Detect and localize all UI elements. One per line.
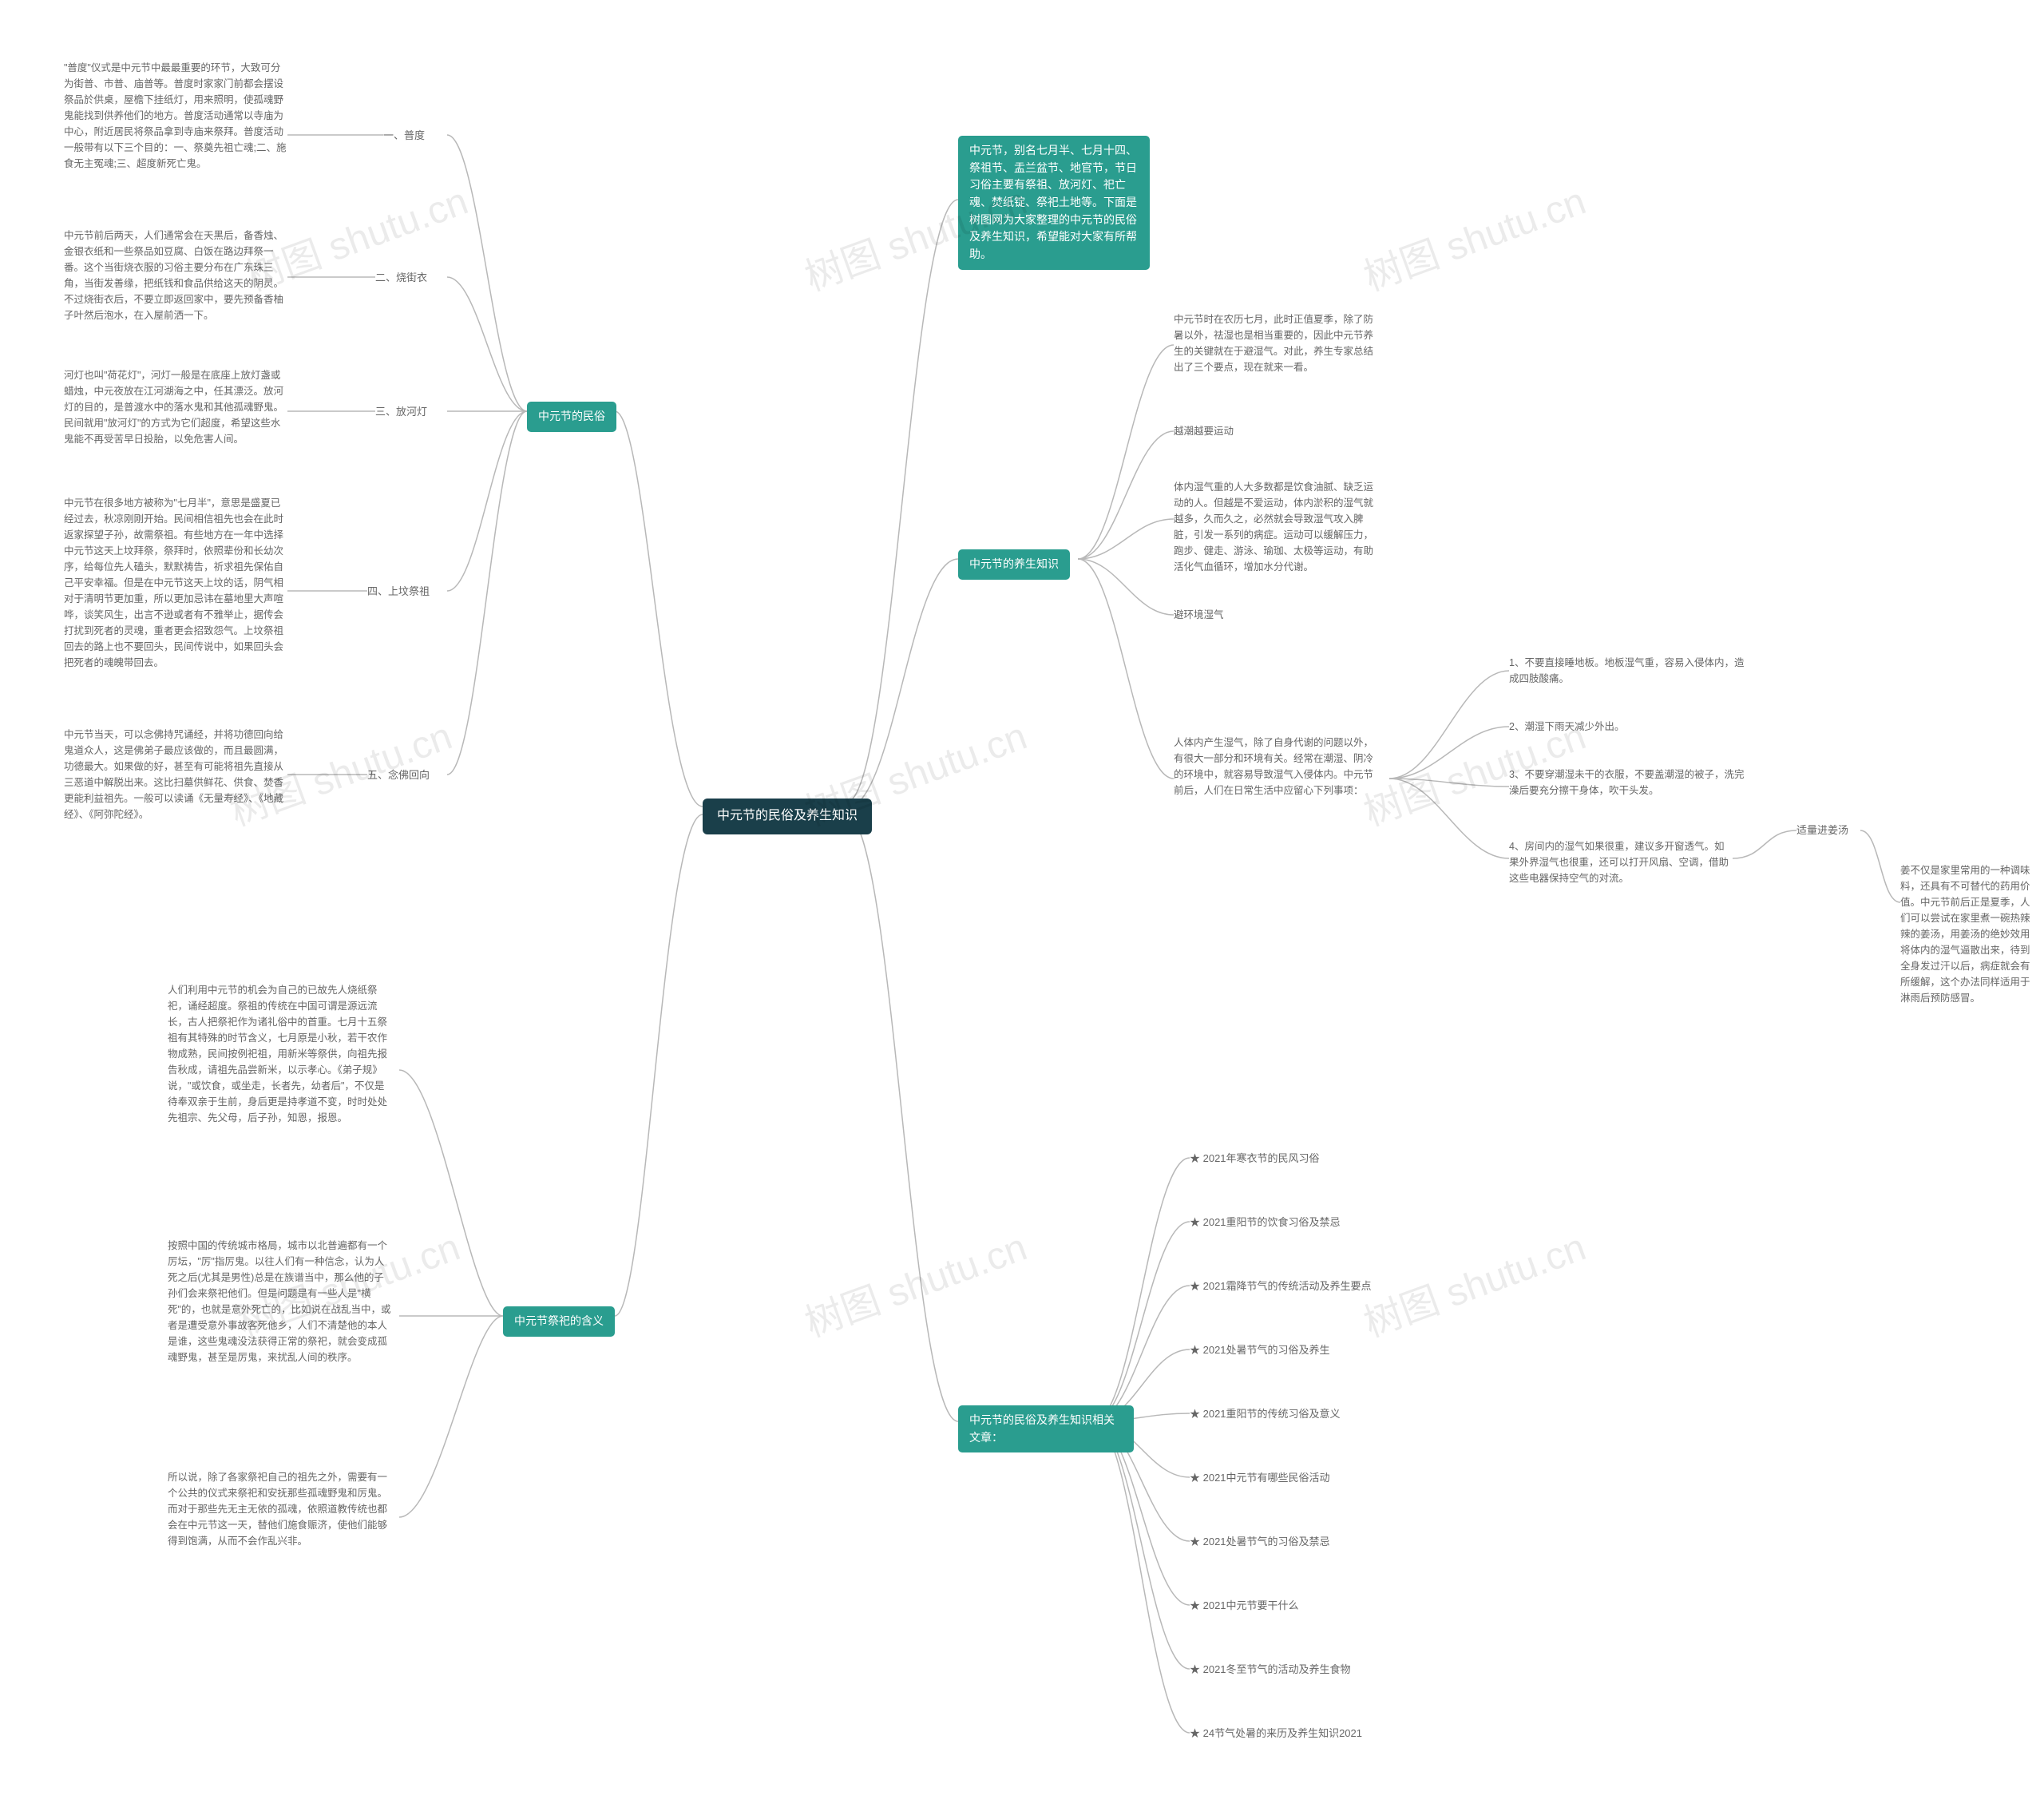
minsu-label-2[interactable]: 二、烧街衣 <box>375 270 427 286</box>
ys-item-4: 避环境湿气 <box>1174 607 1224 623</box>
ys-item-3: 体内湿气重的人大多数都是饮食油腻、缺乏运动的人。但越是不爱运动，体内淤积的湿气就… <box>1174 479 1373 575</box>
minsu-desc-1: "普度"仪式是中元节中最最重要的环节，大致可分为街普、市普、庙普等。普度时家家门… <box>64 60 287 172</box>
branch-minsu[interactable]: 中元节的民俗 <box>527 402 616 432</box>
related-3[interactable]: ★ 2021霜降节气的传统活动及养生要点 <box>1190 1278 1372 1294</box>
ys-item-2: 越潮越要运动 <box>1174 423 1234 439</box>
ys-sub-3: 3、不要穿潮湿未干的衣服，不要盖潮湿的被子，洗完澡后要充分擦干身体，吹干头发。 <box>1509 767 1749 799</box>
related-5[interactable]: ★ 2021重阳节的传统习俗及意义 <box>1190 1406 1341 1422</box>
ys-tail: 姜不仅是家里常用的一种调味料，还具有不可替代的药用价值。中元节前后正是夏季，人们… <box>1900 862 2036 1006</box>
ys-item-5: 人体内产生湿气，除了自身代谢的问题以外，有很大一部分和环境有关。经常在潮湿、阴冷… <box>1174 735 1373 799</box>
jisi-desc-3: 所以说，除了各家祭祀自己的祖先之外，需要有一个公共的仪式来祭祀和安抚那些孤魂野鬼… <box>168 1469 391 1549</box>
related-10[interactable]: ★ 24节气处暑的来历及养生知识2021 <box>1190 1726 1362 1742</box>
branch-jisi[interactable]: 中元节祭祀的含义 <box>503 1306 615 1337</box>
branch-related[interactable]: 中元节的民俗及养生知识相关文章： <box>958 1405 1134 1452</box>
ys-tail-label: 适量进姜汤 <box>1796 822 1848 838</box>
related-6[interactable]: ★ 2021中元节有哪些民俗活动 <box>1190 1470 1330 1486</box>
center-node[interactable]: 中元节的民俗及养生知识 <box>703 799 872 834</box>
minsu-label-4[interactable]: 四、上坟祭祖 <box>367 584 430 600</box>
branch-intro[interactable]: 中元节，别名七月半、七月十四、祭祖节、盂兰盆节、地官节，节日习俗主要有祭祖、放河… <box>958 136 1150 270</box>
minsu-desc-2: 中元节前后两天，人们通常会在天黑后，备香烛、金银衣纸和一些祭品如豆腐、白饭在路边… <box>64 228 287 323</box>
minsu-label-1[interactable]: 一、普度 <box>383 128 425 144</box>
related-1[interactable]: ★ 2021年寒衣节的民风习俗 <box>1190 1151 1320 1167</box>
related-7[interactable]: ★ 2021处暑节气的习俗及禁忌 <box>1190 1534 1330 1550</box>
related-9[interactable]: ★ 2021冬至节气的活动及养生食物 <box>1190 1662 1351 1678</box>
minsu-desc-3: 河灯也叫"荷花灯"，河灯一般是在底座上放灯盏或蜡烛，中元夜放在江河湖海之中，任其… <box>64 367 287 447</box>
minsu-desc-4: 中元节在很多地方被称为"七月半"，意思是盛夏已经过去，秋凉刚刚开始。民间相信祖先… <box>64 495 287 671</box>
watermark: 树图 shutu.cn <box>1355 1215 1592 1347</box>
related-2[interactable]: ★ 2021重阳节的饮食习俗及禁忌 <box>1190 1215 1341 1230</box>
branch-yangsheng[interactable]: 中元节的养生知识 <box>958 549 1070 580</box>
ys-sub-4: 4、房间内的湿气如果很重，建议多开窗透气。如果外界湿气也很重，还可以打开风扇、空… <box>1509 838 1733 886</box>
ys-sub-1: 1、不要直接睡地板。地板湿气重，容易入侵体内，造成四肢酸痛。 <box>1509 655 1749 687</box>
related-4[interactable]: ★ 2021处暑节气的习俗及养生 <box>1190 1342 1330 1358</box>
jisi-desc-1: 人们利用中元节的机会为自己的已故先人烧纸祭祀，诵经超度。祭祖的传统在中国可谓是源… <box>168 982 391 1126</box>
ys-sub-2: 2、潮湿下雨天减少外出。 <box>1509 719 1624 735</box>
watermark: 树图 shutu.cn <box>796 1215 1033 1347</box>
jisi-desc-2: 按照中国的传统城市格局，城市以北普遍都有一个厉坛，"厉"指厉鬼。以往人们有一种信… <box>168 1238 391 1365</box>
minsu-label-3[interactable]: 三、放河灯 <box>375 404 427 420</box>
ys-item-1: 中元节时在农历七月，此时正值夏季，除了防暑以外，祛湿也是相当重要的，因此中元节养… <box>1174 311 1373 375</box>
minsu-desc-5: 中元节当天，可以念佛持咒诵经，并将功德回向给鬼道众人，这是佛弟子最应该做的，而且… <box>64 727 287 822</box>
related-8[interactable]: ★ 2021中元节要干什么 <box>1190 1598 1299 1614</box>
minsu-label-5[interactable]: 五、念佛回向 <box>367 767 430 783</box>
watermark: 树图 shutu.cn <box>1355 169 1592 301</box>
